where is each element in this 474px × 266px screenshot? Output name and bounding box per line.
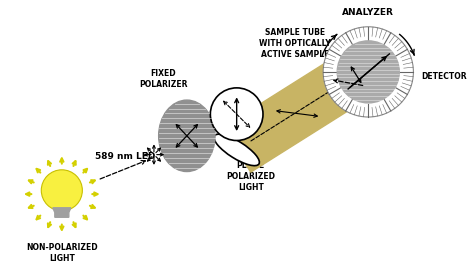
Circle shape	[337, 41, 399, 103]
Text: FIXED
POLARIZER: FIXED POLARIZER	[139, 69, 188, 89]
Text: ANALYZER: ANALYZER	[342, 8, 394, 17]
Text: 589 nm LED: 589 nm LED	[95, 152, 155, 161]
Text: SAMPLE TUBE
WITH OPTICALLY
ACTIVE SAMPLE: SAMPLE TUBE WITH OPTICALLY ACTIVE SAMPLE	[259, 28, 331, 59]
Ellipse shape	[214, 134, 259, 166]
Ellipse shape	[159, 100, 215, 172]
Circle shape	[41, 170, 82, 211]
Text: NON-POLARIZED
LIGHT: NON-POLARIZED LIGHT	[26, 243, 98, 263]
Ellipse shape	[333, 59, 379, 90]
Text: PLANE
POLARIZED
LIGHT: PLANE POLARIZED LIGHT	[226, 161, 275, 192]
Polygon shape	[53, 208, 71, 217]
Polygon shape	[223, 52, 370, 172]
Text: DETECTOR: DETECTOR	[421, 72, 466, 81]
Circle shape	[210, 88, 263, 140]
Circle shape	[323, 27, 413, 117]
